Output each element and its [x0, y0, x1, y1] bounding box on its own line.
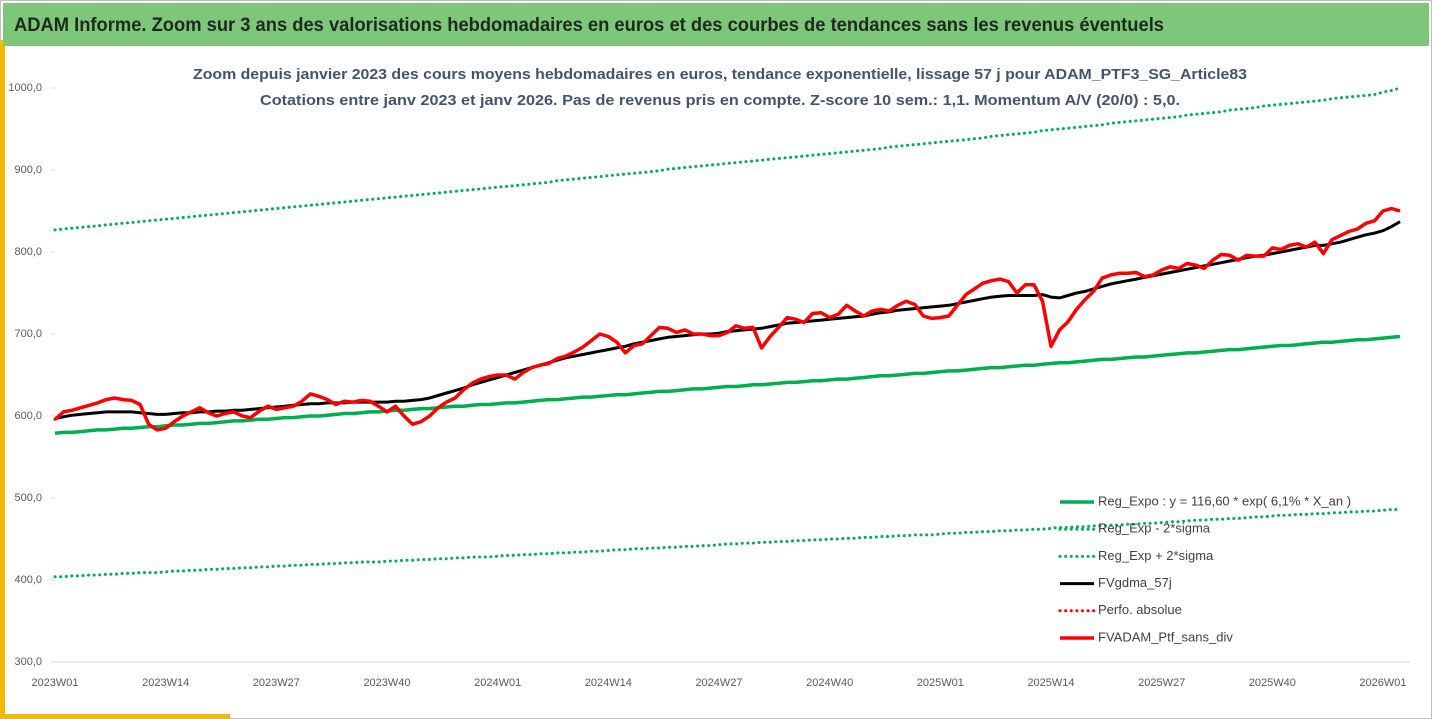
series-line [53, 206, 1401, 432]
series-line [53, 508, 1402, 579]
y-tick-label: 800,0 [14, 246, 42, 258]
x-tick-label: 2025W40 [1249, 677, 1296, 689]
legend-label: Perfo. absolue [1098, 602, 1182, 617]
x-tick-label: 2025W14 [1027, 677, 1074, 689]
x-tick-label: 2023W27 [253, 677, 300, 689]
y-tick-label: 1000,0 [8, 82, 42, 94]
x-tick-label: 2024W27 [695, 677, 742, 689]
x-tick-label: 2025W01 [917, 677, 964, 689]
series-line [54, 334, 1401, 435]
legend-label: FVgdma_57j [1098, 575, 1172, 590]
chart-subtitle: Cotations entre janv 2023 et janv 2026. … [260, 92, 1180, 109]
x-tick-label: 2023W14 [142, 677, 189, 689]
legend-label: FVADAM_Ptf_sans_div [1098, 629, 1233, 644]
x-tick-label: 2024W14 [585, 677, 632, 689]
y-tick-label: 900,0 [14, 164, 42, 176]
x-tick-label: 2024W01 [474, 677, 521, 689]
legend-label: Reg_Exp + 2*sigma [1098, 548, 1214, 563]
chart-title: ADAM Informe. Zoom sur 3 ans des valoris… [14, 15, 1164, 36]
y-tick-label: 400,0 [14, 574, 42, 586]
y-tick-label: 700,0 [14, 328, 42, 340]
x-tick-label: 2026W01 [1359, 677, 1406, 689]
chart-subtitle: Zoom depuis janvier 2023 des cours moyen… [193, 66, 1247, 83]
legend-label: Reg_Expo : y = 116,60 * exp( 6,1% * X_an… [1098, 493, 1351, 508]
x-tick-label: 2025W27 [1138, 677, 1185, 689]
series-line [53, 86, 1402, 232]
x-tick-label: 2023W01 [31, 677, 78, 689]
x-tick-label: 2023W40 [363, 677, 410, 689]
x-tick-label: 2024W40 [806, 677, 853, 689]
y-tick-label: 300,0 [14, 656, 42, 668]
legend-label: Reg_Exp - 2*sigma [1098, 521, 1211, 536]
y-tick-label: 600,0 [14, 410, 42, 422]
accent-left [0, 40, 5, 719]
header-bar [3, 3, 1429, 46]
accent-bottom [0, 714, 230, 719]
y-tick-label: 500,0 [14, 492, 42, 504]
